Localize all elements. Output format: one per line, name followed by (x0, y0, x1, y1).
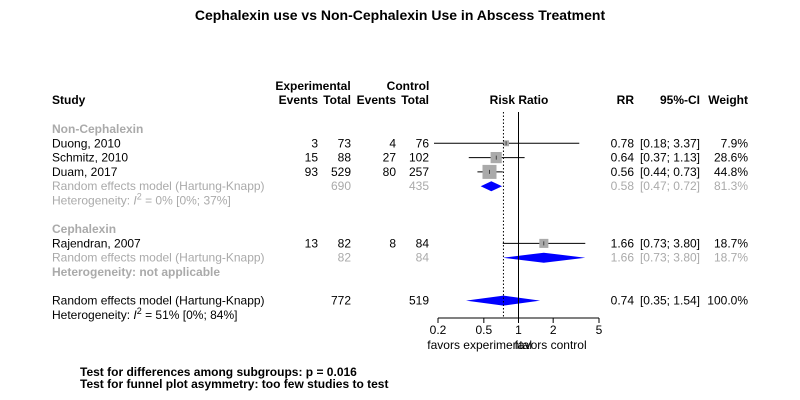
header-rr: RR (617, 93, 635, 107)
header-ctl-events: Events (357, 93, 397, 107)
rr-value: 1.66 (611, 251, 635, 265)
x-tick-label: 1 (515, 323, 522, 337)
exp-events: 3 (311, 136, 318, 150)
weight-value: 7.9% (721, 136, 749, 150)
favors-control-label: favors control (515, 338, 587, 352)
heterogeneity-label: Heterogeneity: I2 = 0% [0%; 37%] (52, 192, 231, 208)
header-exp-events: Events (279, 93, 319, 107)
rr-value: 0.78 (611, 136, 635, 150)
model-label: Random effects model (Hartung-Knapp) (52, 179, 265, 193)
ci-value: [0.73; 3.80] (640, 251, 700, 265)
ci-value: [0.18; 3.37] (640, 136, 700, 150)
exp-total: 82 (338, 236, 352, 250)
heterogeneity-label: Heterogeneity: not applicable (52, 265, 220, 279)
ctl-total: 519 (409, 294, 429, 308)
heterogeneity-sup: 2 (137, 306, 142, 316)
header-experimental: Experimental (275, 79, 350, 93)
x-tick-label: 2 (550, 323, 557, 337)
heterogeneity-i: I (133, 308, 137, 322)
favors-experimental-label: favors experimental (427, 338, 532, 352)
weight-value: 81.3% (714, 179, 748, 193)
exp-events: 13 (305, 236, 319, 250)
exp-total: 772 (331, 294, 351, 308)
header-control: Control (387, 79, 430, 93)
heterogeneity-suffix: = 0% [0%; 37%] (142, 194, 231, 208)
forest-marks (434, 112, 586, 318)
exp-events: 93 (305, 165, 319, 179)
rr-value: 0.74 (611, 294, 635, 308)
subgroup-label: Non-Cephalexin (52, 122, 143, 136)
ctl-events: 8 (389, 236, 396, 250)
rr-value: 0.64 (611, 151, 635, 165)
weight-value: 28.6% (714, 151, 748, 165)
weight-value: 100.0% (707, 294, 748, 308)
study-label: Schmitz, 2010 (52, 151, 128, 165)
study-label: Rajendran, 2007 (52, 236, 141, 250)
header-weight: Weight (708, 93, 748, 107)
subgroup-diamond (480, 181, 503, 192)
chart-title: Cephalexin use vs Non-Cephalexin Use in … (195, 7, 606, 23)
heterogeneity-prefix: Heterogeneity: (52, 308, 133, 322)
footnote-subgroup-test: Test for differences among subgroups: p … (80, 365, 357, 379)
overall-diamond (466, 295, 541, 306)
header-exp-total: Total (323, 93, 351, 107)
footnote-funnel-test: Test for funnel plot asymmetry: too few … (80, 377, 388, 391)
ctl-total: 84 (416, 251, 430, 265)
rr-value: 1.66 (611, 236, 635, 250)
ci-value: [0.37; 1.13] (640, 151, 700, 165)
exp-total: 88 (338, 151, 352, 165)
exp-total: 529 (331, 165, 351, 179)
ctl-events: 27 (383, 151, 397, 165)
ctl-total: 76 (416, 136, 430, 150)
ctl-events: 4 (389, 136, 396, 150)
model-label: Random effects model (Hartung-Knapp) (52, 251, 265, 265)
exp-total: 73 (338, 136, 352, 150)
header-study: Study (52, 93, 86, 107)
ci-value: [0.47; 0.72] (640, 179, 700, 193)
header-ctl-total: Total (401, 93, 429, 107)
exp-events: 15 (305, 151, 319, 165)
header-ci: 95%-CI (660, 93, 700, 107)
ctl-total: 102 (409, 151, 429, 165)
heterogeneity-i: I (133, 194, 137, 208)
heterogeneity-suffix: = 51% [0%; 84%] (142, 308, 238, 322)
exp-total: 82 (338, 251, 352, 265)
heterogeneity-label: Heterogeneity: I2 = 51% [0%; 84%] (52, 306, 237, 322)
model-label: Random effects model (Hartung-Knapp) (52, 294, 265, 308)
x-tick-label: 0.2 (430, 323, 447, 337)
rr-value: 0.56 (611, 165, 635, 179)
weight-value: 44.8% (714, 165, 748, 179)
heterogeneity-sup: 2 (137, 192, 142, 202)
x-tick-label: 0.5 (475, 323, 492, 337)
weight-value: 18.7% (714, 251, 748, 265)
ci-value: [0.44; 0.73] (640, 165, 700, 179)
header-risk-ratio: Risk Ratio (490, 93, 549, 107)
study-label: Duam, 2017 (52, 165, 118, 179)
subgroup-label: Cephalexin (52, 222, 116, 236)
ctl-total: 257 (409, 165, 429, 179)
rr-value: 0.58 (611, 179, 635, 193)
ctl-events: 80 (383, 165, 397, 179)
subgroup-diamond (502, 252, 586, 263)
study-label: Duong, 2010 (52, 136, 121, 150)
exp-total: 690 (331, 179, 351, 193)
x-tick-label: 5 (596, 323, 603, 337)
weight-value: 18.7% (714, 236, 748, 250)
ci-value: [0.35; 1.54] (640, 294, 700, 308)
ctl-total: 435 (409, 179, 429, 193)
ctl-total: 84 (416, 236, 430, 250)
ci-value: [0.73; 3.80] (640, 236, 700, 250)
heterogeneity-prefix: Heterogeneity: (52, 194, 133, 208)
